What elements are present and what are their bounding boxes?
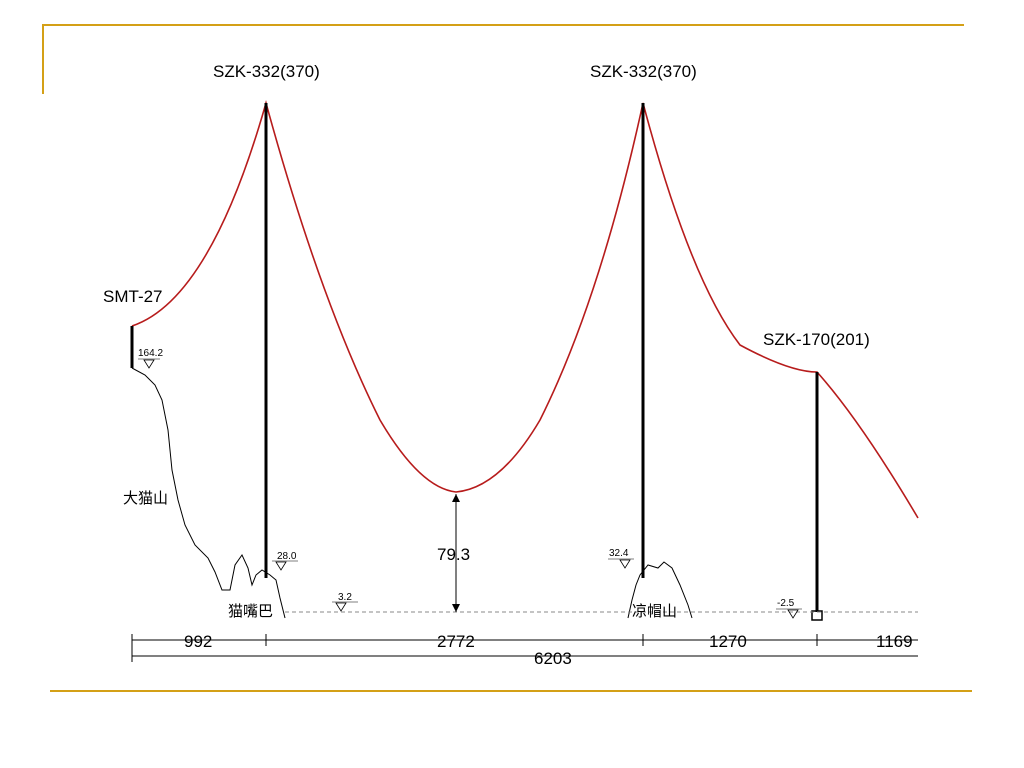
terrain-left <box>131 367 286 619</box>
elevation-left-tower-label: 28.0 <box>277 551 297 562</box>
end-tower-label: SZK-170(201) <box>763 330 870 349</box>
right-mountain-label: 凉帽山 <box>632 603 677 620</box>
sag-arrow-top <box>452 494 460 502</box>
elevation-marker-valley <box>332 601 358 612</box>
elevation-start-label: 164.2 <box>138 348 163 359</box>
left-tower-label: SZK-332(370) <box>213 62 320 81</box>
elevation-valley-label: 3.2 <box>338 592 352 603</box>
elevation-marker-start <box>138 358 160 369</box>
span-1-label: 992 <box>184 632 212 651</box>
elevation-marker-end <box>776 608 802 619</box>
frame-left-line <box>42 24 44 94</box>
right-tower-label: SZK-332(370) <box>590 62 697 81</box>
span-3-label: 1270 <box>709 632 747 651</box>
elevation-marker-right-tower <box>608 558 634 569</box>
span-4-label: 1169 <box>876 632 913 651</box>
end-tower-footing <box>811 610 823 621</box>
elevation-marker-left-tower <box>272 560 298 571</box>
main-cable <box>131 100 919 519</box>
left-valley-label: 猫嘴巴 <box>228 603 273 620</box>
left-mountain-label: 大猫山 <box>123 490 168 507</box>
frame-bottom-line <box>50 690 972 692</box>
terrain-right <box>627 561 693 619</box>
total-span-label: 6203 <box>534 649 572 668</box>
frame-top-line <box>42 24 964 26</box>
start-anchor-label: SMT-27 <box>103 287 163 306</box>
elevation-end-label: -2.5 <box>777 598 795 609</box>
elevation-right-tower-label: 32.4 <box>609 548 629 559</box>
span-dimension-lines <box>131 634 918 662</box>
span-2-label: 2772 <box>437 632 475 651</box>
sag-arrow-bottom <box>452 604 460 612</box>
sag-label: 79.3 <box>437 545 470 564</box>
